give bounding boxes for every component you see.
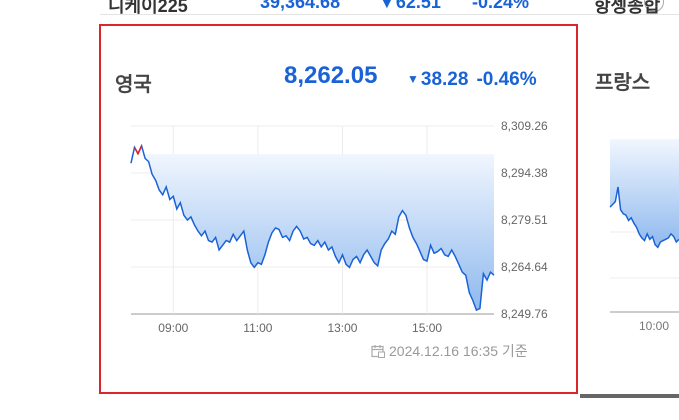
price-line — [130, 143, 495, 312]
y-tick-label: 8,294.38 — [501, 166, 548, 180]
price-line-above-reference — [133, 145, 143, 156]
price-change: ▼ 38.28 -0.46% — [407, 69, 537, 91]
down-arrow-icon: ▼ — [407, 72, 419, 86]
price-area — [131, 154, 494, 311]
top-index-strip: 니케이225 39,364.68 ▼62.51 -0.24% 항셍종합 — [100, 0, 679, 15]
scrollbar-hint — [580, 394, 679, 398]
x-axis-labels: 09:00 11:00 13:00 15:00 — [158, 321, 442, 335]
card-title: 영국 — [115, 74, 152, 96]
y-tick-label: 8,264.64 — [501, 260, 548, 274]
y-tick-label: 8,279.51 — [501, 213, 548, 227]
change-value: 38.28 — [420, 69, 469, 90]
side-card-title: 프랑스 — [595, 72, 651, 94]
side-price-line — [609, 186, 679, 249]
change-percent: -0.46% — [476, 69, 537, 90]
timestamp-text: 2024.12.16 16:35 기준 — [389, 343, 528, 359]
x-tick-label: 13:00 — [327, 321, 357, 335]
nikkei-change-pct: -0.24% — [472, 0, 530, 12]
current-price: 8,262.05 — [284, 62, 378, 89]
nikkei-change: ▼62.51 — [378, 0, 441, 12]
france-index-card[interactable]: 프랑스 10:00 — [582, 24, 679, 394]
side-price-area — [610, 140, 679, 248]
y-tick-label: 8,309.26 — [501, 119, 548, 133]
france-mini-chart: 10:00 — [609, 139, 679, 333]
nikkei-value: 39,364.68 — [260, 0, 341, 12]
intraday-chart[interactable]: 8,309.26 8,294.38 8,279.51 8,264.64 8,249.76… — [101, 26, 576, 392]
update-timestamp: 2024.12.16 16:35 기준 — [371, 341, 528, 361]
x-tick-label: 15:00 — [412, 321, 442, 335]
x-tick-label: 09:00 — [158, 321, 188, 335]
hangseng-label[interactable]: 항셍종합 — [594, 0, 661, 15]
side-x-tick-label: 10:00 — [639, 319, 669, 333]
nikkei-label[interactable]: 니케이225 — [108, 0, 188, 15]
x-tick-label: 11:00 — [243, 321, 272, 335]
y-tick-label: 8,249.76 — [501, 307, 548, 321]
y-axis-labels: 8,309.26 8,294.38 8,279.51 8,264.64 8,249.76 — [501, 119, 548, 321]
uk-index-card[interactable]: 영국 8,262.05 ▼ 38.28 -0.46% 8,309.26 8,294.3… — [99, 24, 578, 394]
calendar-icon — [371, 345, 385, 358]
